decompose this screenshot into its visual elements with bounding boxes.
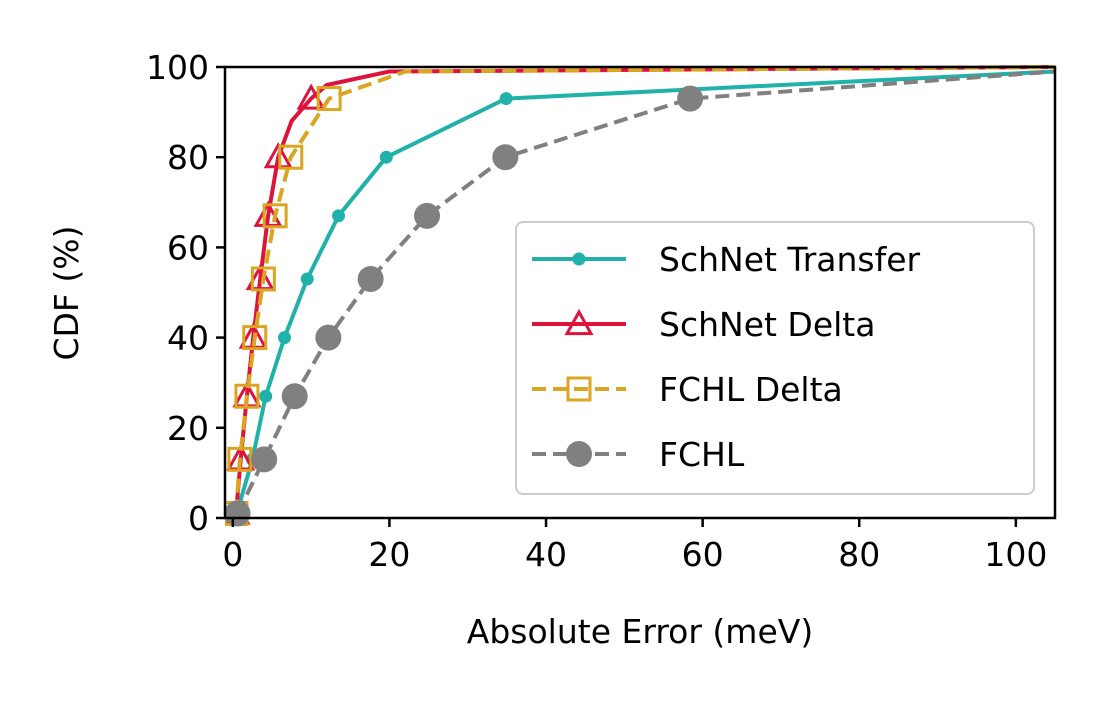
legend-label: SchNet Transfer xyxy=(659,240,921,279)
data-point xyxy=(315,324,342,351)
data-point xyxy=(262,203,288,229)
legend-marker xyxy=(566,441,592,467)
x-tick-label: 20 xyxy=(368,535,410,574)
data-point xyxy=(259,389,273,403)
data-point xyxy=(332,209,346,223)
x-tick-label: 60 xyxy=(682,535,724,574)
data-point xyxy=(227,446,253,472)
data-point xyxy=(677,85,704,112)
data-point xyxy=(250,266,276,292)
data-point xyxy=(242,325,268,351)
data-point xyxy=(278,144,304,170)
y-tick-label: 0 xyxy=(188,499,209,538)
y-tick-label: 40 xyxy=(167,319,209,358)
y-tick-label: 60 xyxy=(167,228,209,267)
x-tick-label: 0 xyxy=(222,535,243,574)
legend-marker xyxy=(564,308,594,336)
legend-entry: SchNet Transfer xyxy=(532,240,921,279)
data-point xyxy=(379,150,393,164)
data-point xyxy=(499,92,513,106)
data-point xyxy=(281,383,308,410)
x-tick-label: 80 xyxy=(838,535,880,574)
legend-label: FCHL Delta xyxy=(659,370,843,409)
x-axis-title: Absolute Error (meV) xyxy=(467,612,813,651)
plot-frame xyxy=(223,65,1057,520)
data-point xyxy=(251,446,278,473)
legend-entry: FCHL xyxy=(532,435,745,474)
y-tick-label: 80 xyxy=(167,138,209,177)
legend-label: SchNet Delta xyxy=(659,305,875,344)
x-tick-label: 40 xyxy=(525,535,567,574)
legend-entry: SchNet Delta xyxy=(532,305,875,344)
data-point xyxy=(492,144,519,171)
data-point xyxy=(263,142,293,169)
legend-box xyxy=(515,221,1035,495)
data-point xyxy=(278,331,292,345)
legend: SchNet Transfer SchNet Delta FCHL Delta FCH… xyxy=(515,221,1035,495)
legend-label: FCHL xyxy=(659,435,745,474)
data-point xyxy=(316,86,342,112)
x-tick-label: 100 xyxy=(984,535,1047,574)
axes: 0 20 40 60 80 100 0 20 40 60 80 100 xyxy=(146,48,1057,574)
y-tick-label: 100 xyxy=(146,48,209,87)
legend-entry: FCHL Delta xyxy=(532,370,843,409)
data-point xyxy=(234,383,260,409)
data-point xyxy=(357,265,384,292)
legend-marker xyxy=(566,376,592,402)
data-point xyxy=(225,500,251,527)
y-tick-label: 20 xyxy=(167,409,209,448)
y-axis-title: CDF (%) xyxy=(47,225,86,360)
data-point xyxy=(300,272,314,286)
series-fchl xyxy=(225,69,1055,527)
data-point xyxy=(414,202,441,229)
plot-area xyxy=(225,65,1055,527)
series-schnet-transfer xyxy=(230,69,1055,520)
series-line xyxy=(234,65,1055,514)
legend-marker xyxy=(572,252,586,266)
